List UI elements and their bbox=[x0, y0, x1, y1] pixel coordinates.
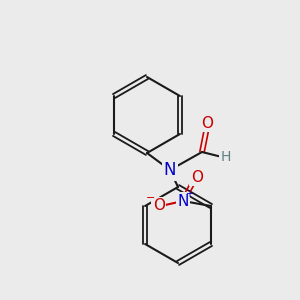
Text: O: O bbox=[191, 169, 203, 184]
Text: N: N bbox=[164, 161, 176, 179]
Text: O: O bbox=[201, 116, 213, 130]
Text: −: − bbox=[146, 193, 156, 203]
Text: H: H bbox=[221, 150, 231, 164]
Text: N: N bbox=[177, 194, 189, 208]
Text: +: + bbox=[185, 189, 193, 199]
Text: O: O bbox=[153, 199, 165, 214]
